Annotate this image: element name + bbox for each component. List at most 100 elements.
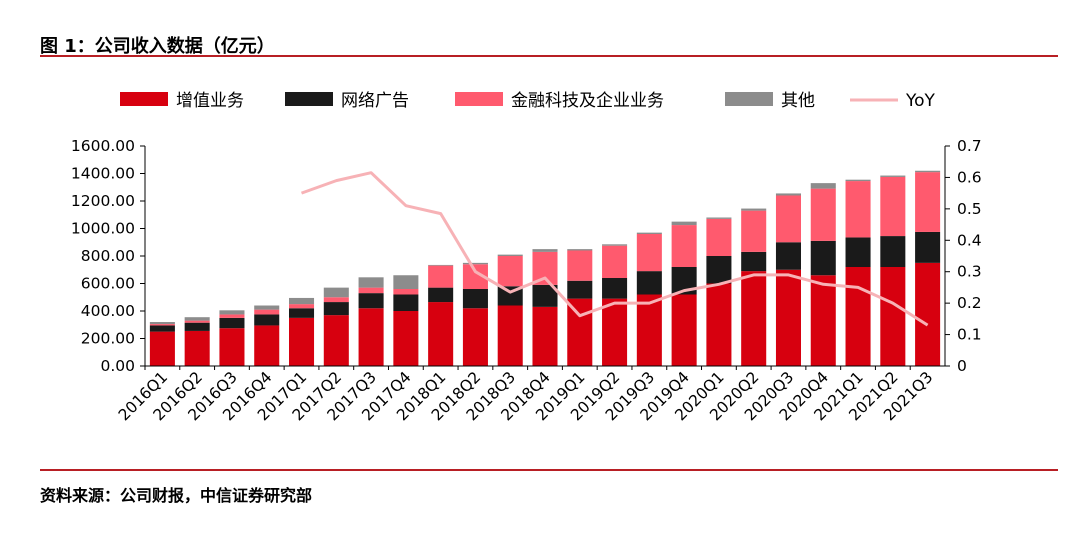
- bar-2021Q3-series-1: [915, 231, 941, 263]
- legend-label-2: 金融科技及企业业务: [511, 91, 664, 111]
- bar-2016Q3-series-3: [219, 310, 245, 315]
- figure-title: 图 1：公司收入数据（亿元）: [40, 36, 275, 57]
- bar-2021Q3-series-2: [915, 172, 941, 232]
- bar-2018Q3-series-2: [497, 256, 523, 287]
- legend-swatch-3: [725, 92, 773, 106]
- bar-2018Q2-series-1: [462, 289, 488, 309]
- y-left-tick-label-3: 600.00: [81, 275, 135, 293]
- bar-2018Q4-series-1: [532, 284, 558, 307]
- bar-2016Q2-series-3: [184, 317, 210, 321]
- bar-2019Q2-series-2: [602, 245, 628, 278]
- bar-2020Q4-series-0: [810, 275, 836, 366]
- bar-2017Q3-series-0: [358, 308, 384, 366]
- bar-2018Q4-series-3: [532, 249, 558, 252]
- bar-2018Q3-series-0: [497, 305, 523, 366]
- bar-2017Q4-series-2: [393, 289, 419, 295]
- bar-2016Q3-series-1: [219, 317, 245, 329]
- y-left-tick-label-1: 200.00: [81, 330, 135, 348]
- bar-2020Q1-series-2: [706, 218, 732, 256]
- bar-2019Q3-series-0: [636, 294, 662, 366]
- bar-2016Q2-series-1: [184, 322, 210, 331]
- y-right-tick-label-3: 0.3: [957, 263, 982, 281]
- bar-2020Q3-series-3: [775, 193, 801, 196]
- bar-2020Q2-series-2: [741, 210, 767, 252]
- source-note: 资料来源：公司财报，中信证券研究部: [40, 486, 313, 505]
- bar-2019Q1-series-1: [567, 280, 593, 299]
- bar-2019Q4-series-0: [671, 294, 697, 366]
- bar-2020Q3-series-2: [775, 195, 801, 243]
- bar-2021Q1-series-1: [845, 237, 871, 267]
- y-right-tick-label-1: 0.1: [957, 326, 982, 344]
- bar-2016Q2-series-0: [184, 330, 210, 366]
- y-left-tick-label-2: 400.00: [81, 302, 135, 320]
- bar-2018Q1-series-3: [428, 264, 454, 266]
- legend-label-1: 网络广告: [341, 91, 409, 111]
- y-left-tick-label-6: 1200.00: [71, 192, 135, 210]
- bar-2019Q3-series-3: [636, 232, 662, 234]
- bar-2019Q2-series-0: [602, 298, 628, 366]
- bar-2017Q3-series-2: [358, 287, 384, 294]
- bar-2017Q2-series-3: [323, 287, 349, 298]
- revenue-chart: 增值业务 网络广告 金融科技及企业业务 其他 YoY 0.00 200.00 400.00 60…: [71, 91, 982, 424]
- bar-2021Q2-series-2: [880, 176, 906, 237]
- bar-2017Q2-series-0: [323, 315, 349, 366]
- y-right-tick-label-6: 0.6: [957, 168, 982, 186]
- bar-2017Q3-series-1: [358, 293, 384, 309]
- y-right-tick-label-5: 0.5: [957, 200, 982, 218]
- bar-2020Q4-series-2: [810, 188, 836, 241]
- bar-2020Q2-series-1: [741, 251, 767, 272]
- bar-2020Q3-series-1: [775, 242, 801, 270]
- bar-2019Q4-series-3: [671, 221, 697, 226]
- bar-2018Q1-series-1: [428, 287, 454, 303]
- bar-2020Q1-series-0: [706, 283, 732, 366]
- bar-2021Q3-series-0: [915, 262, 941, 366]
- bar-2021Q3-series-3: [915, 170, 941, 173]
- y-left-tick-label-7: 1400.00: [71, 165, 135, 183]
- bar-2017Q4-series-3: [393, 275, 419, 289]
- bar-2019Q2-series-3: [602, 244, 628, 246]
- bar-2020Q2-series-0: [741, 271, 767, 366]
- legend-label-4: YoY: [905, 91, 936, 111]
- bar-2017Q1-series-0: [289, 317, 315, 366]
- bar-2016Q1-series-3: [149, 322, 175, 325]
- yoy-line: [300, 171, 929, 327]
- bar-2018Q2-series-0: [462, 308, 488, 366]
- bar-2016Q1-series-0: [149, 331, 175, 366]
- bar-2016Q4-series-1: [254, 314, 280, 326]
- bar-2017Q1-series-1: [289, 308, 315, 318]
- bar-2019Q3-series-2: [636, 234, 662, 272]
- bar-2019Q1-series-0: [567, 298, 593, 366]
- bottom-rule: [40, 469, 1058, 471]
- bar-2021Q2-series-3: [880, 175, 906, 177]
- bar-2020Q4-series-1: [810, 240, 836, 276]
- bar-2017Q2-series-1: [323, 302, 349, 316]
- bar-2019Q1-series-2: [567, 250, 593, 281]
- bar-2018Q3-series-3: [497, 254, 523, 256]
- bar-2021Q2-series-0: [880, 267, 906, 366]
- bar-2021Q1-series-3: [845, 179, 871, 182]
- legend-swatch-2: [455, 92, 503, 106]
- bar-2019Q3-series-1: [636, 271, 662, 295]
- legend-label-0: 增值业务: [176, 91, 244, 111]
- bar-2016Q3-series-2: [219, 314, 245, 318]
- y-left-tick-label-4: 800.00: [81, 247, 135, 265]
- legend-swatch-1: [285, 92, 333, 106]
- bar-2018Q1-series-0: [428, 302, 454, 366]
- bar-2016Q1-series-2: [149, 324, 175, 326]
- y-right-tick-label-0: 0: [957, 357, 967, 375]
- bar-2017Q1-series-2: [289, 304, 315, 309]
- bar-2016Q1-series-1: [149, 325, 175, 332]
- bar-2018Q4-series-0: [532, 306, 558, 366]
- y-left-tick-label-8: 1600.00: [71, 137, 135, 155]
- bar-2016Q2-series-2: [184, 320, 210, 323]
- bar-2018Q2-series-3: [462, 262, 488, 265]
- bar-2017Q1-series-3: [289, 297, 315, 305]
- bar-2018Q1-series-2: [428, 265, 454, 288]
- y-left-tick-label-0: 0.00: [100, 357, 135, 375]
- y-right-tick-label-2: 0.2: [957, 294, 982, 312]
- bar-2020Q2-series-3: [741, 208, 767, 211]
- bar-2016Q4-series-2: [254, 309, 280, 315]
- legend-label-3: 其他: [781, 91, 815, 111]
- bar-2020Q1-series-1: [706, 256, 732, 284]
- bar-2016Q4-series-3: [254, 305, 280, 310]
